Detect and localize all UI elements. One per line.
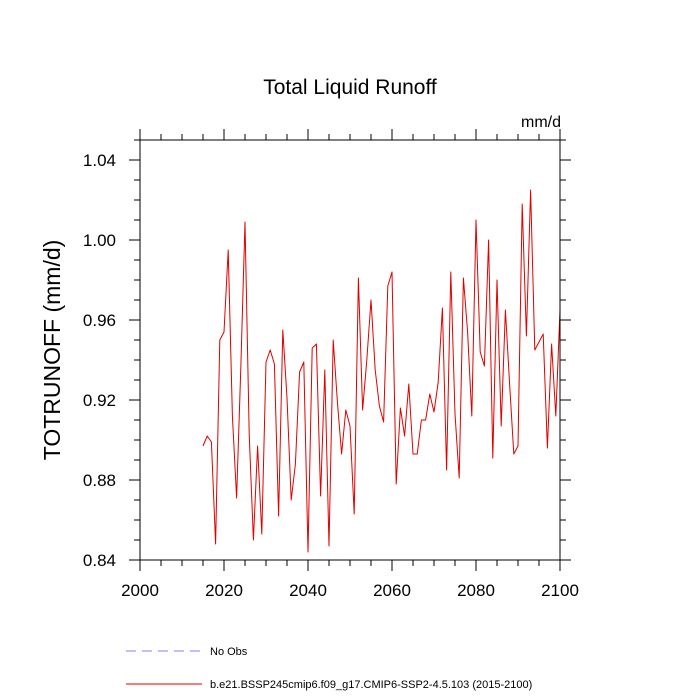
y-tick-label: 0.96 [83,311,116,330]
units-label: mm/d [521,114,561,131]
x-tick-label: 2040 [289,581,327,600]
legend: No Obs b.e21.BSSP245cmip6.f09_g17.CMIP6-S… [126,646,532,691]
axis-ticks [129,129,571,571]
y-tick-label: 0.84 [83,551,116,570]
plot-frame [139,139,561,561]
x-tick-label: 2000 [121,581,159,600]
y-tick-label: 1.00 [83,231,116,250]
y-tick-label: 0.88 [83,471,116,490]
y-tick-label: 0.92 [83,391,116,410]
legend-label: b.e21.BSSP245cmip6.f09_g17.CMIP6-SSP2-4.… [210,679,532,691]
axis-tick-labels: 2000 2020 2040 2060 2080 2100 0.84 0.88 0.92 0.96… [83,151,579,600]
y-tick-label: 1.04 [83,151,116,170]
x-tick-label: 2100 [541,581,579,600]
x-tick-label: 2080 [457,581,495,600]
x-tick-label: 2060 [373,581,411,600]
series-line [202,189,561,553]
y-axis-label: TOTRUNOFF (mm/d) [39,240,65,461]
series-layer [202,189,561,553]
legend-label: No Obs [210,646,248,658]
x-tick-label: 2020 [205,581,243,600]
chart-title: Total Liquid Runoff [263,76,437,99]
